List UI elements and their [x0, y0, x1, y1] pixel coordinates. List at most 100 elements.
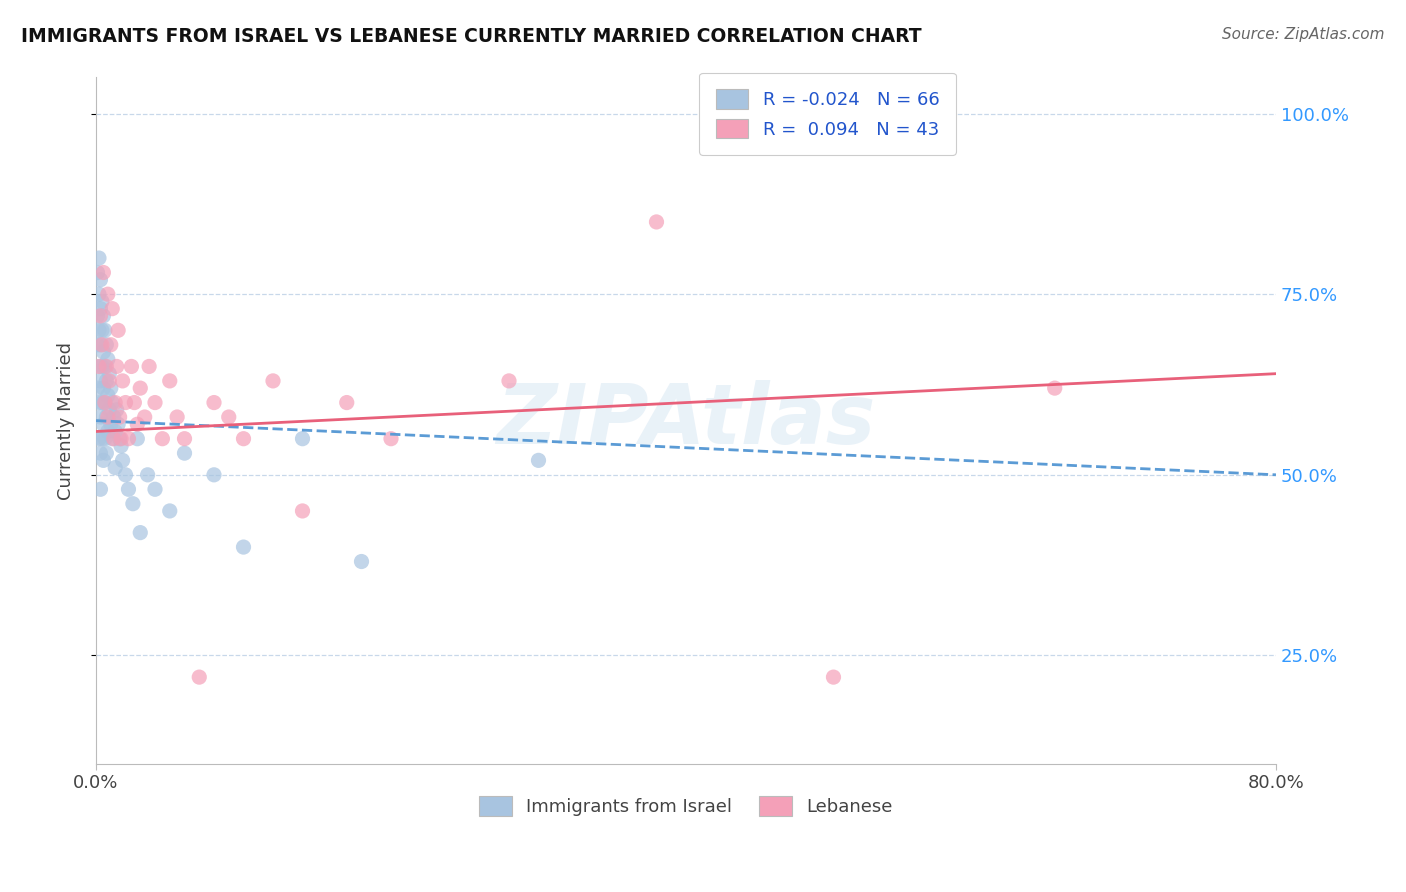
Point [105, 402, 128, 417]
Point [87, 359, 110, 374]
Point [138, 359, 160, 374]
Text: IMMIGRANTS FROM ISRAEL VS LEBANESE CURRENTLY MARRIED CORRELATION CHART: IMMIGRANTS FROM ISRAEL VS LEBANESE CURRE… [21, 27, 922, 45]
Point [86, 309, 108, 323]
Point [97, 410, 120, 425]
Point [94, 432, 117, 446]
Point [89, 374, 111, 388]
Point [87, 432, 110, 446]
Point [173, 432, 195, 446]
Point [87, 287, 110, 301]
Point [108, 432, 131, 446]
Point [86, 266, 108, 280]
Point [93, 266, 115, 280]
Point [98, 402, 121, 417]
Point [89, 483, 111, 497]
Point [129, 381, 152, 395]
Point [100, 417, 122, 432]
Point [98, 374, 121, 388]
Point [98, 367, 121, 381]
Point [87, 359, 110, 374]
Point [1043, 381, 1066, 395]
Point [94, 395, 117, 409]
Point [114, 467, 136, 482]
Point [96, 374, 118, 388]
Point [86, 381, 108, 395]
Point [127, 432, 149, 446]
Point [87, 323, 110, 337]
Point [166, 410, 188, 425]
Point [380, 432, 402, 446]
Point [89, 301, 111, 316]
Point [143, 395, 166, 409]
Point [159, 374, 181, 388]
Point [262, 374, 284, 388]
Point [111, 374, 134, 388]
Point [100, 338, 122, 352]
Point [120, 359, 142, 374]
Point [93, 417, 115, 432]
Point [104, 460, 127, 475]
Point [97, 425, 120, 439]
Point [291, 432, 314, 446]
Point [498, 374, 520, 388]
Point [103, 410, 125, 425]
Point [136, 467, 159, 482]
Point [94, 323, 117, 337]
Point [218, 410, 240, 425]
Point [97, 287, 120, 301]
Point [93, 345, 115, 359]
Point [90, 323, 112, 337]
Point [87, 395, 110, 409]
Point [90, 359, 112, 374]
Point [134, 410, 156, 425]
Point [108, 410, 131, 425]
Point [89, 410, 111, 425]
Point [104, 395, 127, 409]
Point [645, 215, 668, 229]
Point [89, 273, 111, 287]
Y-axis label: Currently Married: Currently Married [58, 342, 75, 500]
Point [173, 446, 195, 460]
Point [93, 309, 115, 323]
Point [111, 453, 134, 467]
Point [150, 432, 173, 446]
Point [89, 446, 111, 460]
Point [96, 446, 118, 460]
Point [90, 432, 112, 446]
Point [94, 395, 117, 409]
Point [93, 453, 115, 467]
Point [110, 439, 132, 453]
Point [232, 432, 254, 446]
Point [107, 417, 129, 432]
Point [336, 395, 359, 409]
Point [117, 483, 139, 497]
Point [89, 338, 111, 352]
Point [104, 425, 127, 439]
Point [101, 432, 124, 446]
Point [823, 670, 845, 684]
Point [291, 504, 314, 518]
Point [96, 359, 118, 374]
Point [96, 338, 118, 352]
Point [232, 540, 254, 554]
Point [202, 467, 225, 482]
Point [117, 432, 139, 446]
Point [97, 352, 120, 367]
Point [94, 359, 117, 374]
Point [350, 555, 373, 569]
Point [89, 309, 111, 323]
Point [90, 338, 112, 352]
Point [127, 417, 149, 432]
Point [110, 432, 132, 446]
Text: ZIPAtlas: ZIPAtlas [496, 380, 876, 461]
Point [107, 323, 129, 337]
Point [159, 504, 181, 518]
Point [100, 381, 122, 395]
Text: Source: ZipAtlas.com: Source: ZipAtlas.com [1222, 27, 1385, 42]
Point [105, 359, 128, 374]
Point [124, 395, 146, 409]
Point [129, 525, 152, 540]
Legend: Immigrants from Israel, Lebanese: Immigrants from Israel, Lebanese [472, 789, 900, 823]
Point [143, 483, 166, 497]
Point [93, 381, 115, 395]
